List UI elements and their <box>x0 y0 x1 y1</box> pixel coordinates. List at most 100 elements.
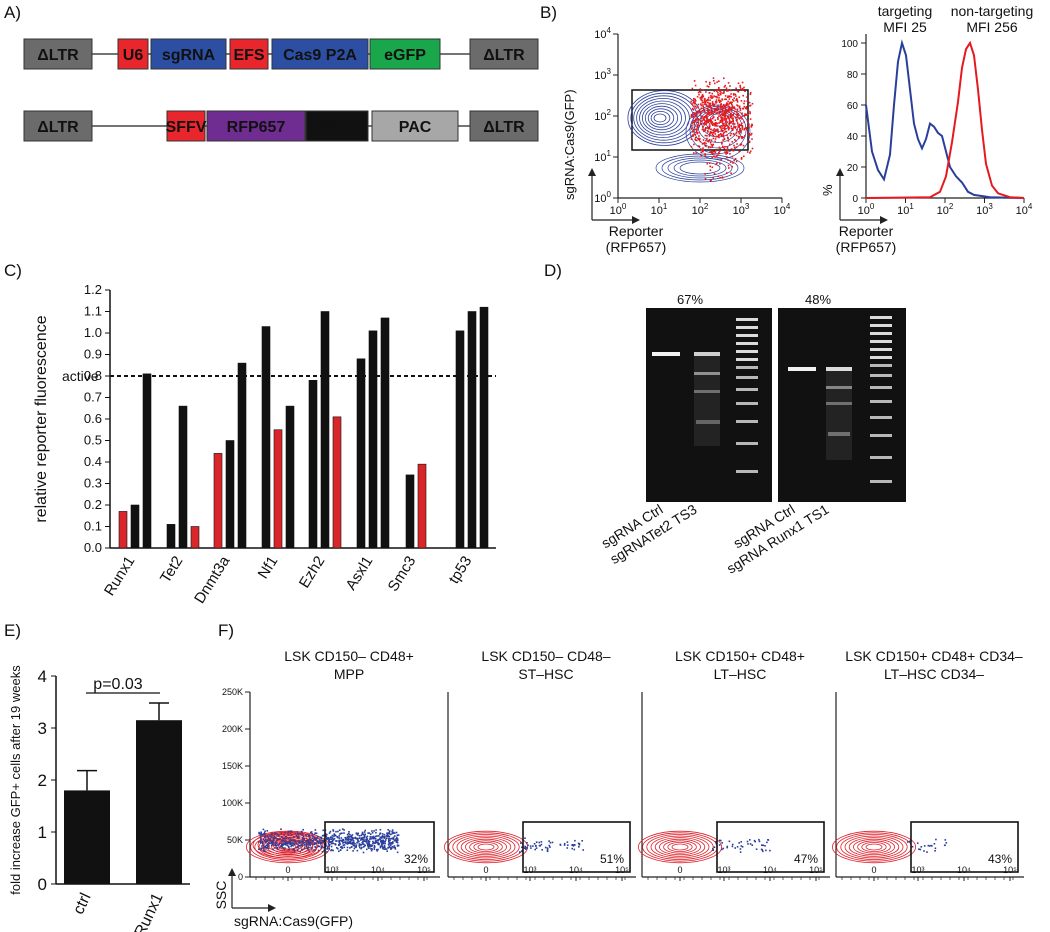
dot-red <box>723 92 725 94</box>
f-dot <box>388 837 390 840</box>
f-xtick-label: 10⁵ <box>615 865 629 875</box>
f-dot <box>276 842 278 845</box>
dot-red <box>718 151 720 154</box>
dot-red <box>710 151 712 153</box>
f-dot <box>308 846 310 849</box>
dot-red <box>727 100 729 103</box>
f-dot <box>361 842 364 844</box>
dot-red <box>726 134 728 137</box>
f-dot <box>540 843 543 846</box>
dot-red <box>718 80 720 82</box>
dot-red <box>711 92 714 95</box>
dot-red <box>720 134 723 137</box>
dot-red <box>707 128 710 130</box>
f-gate-1 <box>522 821 631 873</box>
dot-red <box>733 107 735 109</box>
dot-red <box>711 97 713 99</box>
dot-red <box>701 97 703 99</box>
dot-red <box>696 110 698 113</box>
dot-red <box>692 104 694 107</box>
dot-red <box>700 104 703 107</box>
f-dot <box>281 846 284 849</box>
dot-red <box>749 93 752 96</box>
f-dot <box>341 832 343 834</box>
f-dot <box>264 833 266 836</box>
f-dot <box>319 840 321 843</box>
f-dot <box>284 842 287 844</box>
f-dot <box>578 846 580 848</box>
f-contour <box>853 838 896 856</box>
construct-box-row2-1 <box>166 110 206 142</box>
construct-box-row1-1 <box>117 38 149 70</box>
f-dot <box>519 851 521 853</box>
dot-red <box>708 111 710 114</box>
dot-red <box>714 151 716 154</box>
dot-red <box>714 156 717 158</box>
dot-red <box>722 134 725 136</box>
dot-red <box>719 133 722 135</box>
f-dot <box>346 843 349 845</box>
f-xtick-label: 10⁴ <box>569 865 583 875</box>
dot-red <box>715 129 717 131</box>
e-ytick-label: 2 <box>38 771 47 790</box>
f-dot <box>360 844 363 846</box>
left-ytick-0: 100 <box>594 190 611 205</box>
f-dot <box>326 851 328 853</box>
dot-red <box>712 96 714 99</box>
e-xtick-label-0: ctrl <box>70 891 94 918</box>
f-dot <box>269 839 271 842</box>
f-dot <box>359 837 361 839</box>
f-dot <box>563 842 566 845</box>
f-dot <box>387 832 390 834</box>
dot-red <box>707 140 710 143</box>
f-dot <box>364 829 366 832</box>
f-dot <box>524 845 526 848</box>
f-dot <box>347 835 350 838</box>
f-dot <box>264 830 266 832</box>
f-dot <box>911 845 914 848</box>
f-dot <box>391 837 393 840</box>
dot-red <box>730 93 732 95</box>
f-dot <box>299 842 301 844</box>
dot-red <box>745 127 747 129</box>
dot-red <box>747 110 750 113</box>
dot-red <box>738 96 741 98</box>
f-dot <box>734 847 736 849</box>
dot-red <box>703 99 706 102</box>
f-dot <box>362 851 365 854</box>
dot-red <box>729 161 732 163</box>
f-dot <box>945 842 948 844</box>
f-dot <box>288 830 291 833</box>
dot-red <box>703 124 705 126</box>
f-dot <box>367 840 370 842</box>
dot-red <box>704 122 706 125</box>
f-dot <box>337 830 339 833</box>
dot-red <box>716 162 718 164</box>
f-dot <box>354 846 357 848</box>
dot-red <box>723 131 725 134</box>
f-dot <box>342 842 344 844</box>
dot-red <box>690 113 693 116</box>
f-dot <box>390 847 393 849</box>
f-dot <box>713 846 716 848</box>
f-dot <box>326 838 328 841</box>
dot-red <box>700 148 703 151</box>
c-bar-tp53-2 <box>479 306 489 549</box>
f-dot <box>313 849 315 851</box>
dot-red <box>729 134 732 137</box>
dot-red <box>725 123 727 125</box>
f-dot <box>387 834 389 837</box>
dot-red <box>713 79 715 82</box>
dot-red <box>726 96 729 98</box>
f-dot <box>381 841 383 844</box>
f-contour <box>844 835 904 859</box>
f-dot <box>920 846 923 848</box>
dot-red <box>705 145 707 148</box>
f-dot <box>365 836 368 839</box>
dot-red <box>741 128 744 130</box>
f-dot <box>339 843 341 846</box>
f-dot <box>360 834 363 837</box>
f-pct-2: 47% <box>794 852 818 866</box>
f-dot <box>363 838 365 841</box>
dot-red <box>705 104 707 106</box>
